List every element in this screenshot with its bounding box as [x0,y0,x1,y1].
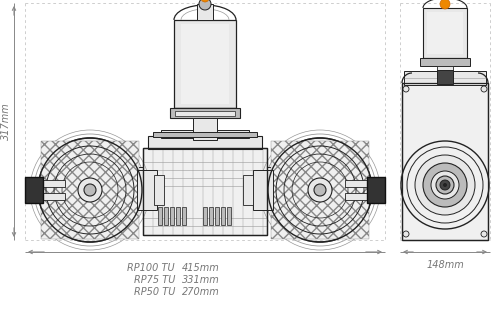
Bar [118,167,143,185]
Circle shape [481,231,487,237]
Bar [227,207,231,225]
Bar [158,207,162,225]
Text: 415mm: 415mm [182,263,220,273]
Bar [402,83,488,240]
Bar [253,170,273,210]
Text: 317mm: 317mm [1,103,11,140]
Bar [427,12,463,54]
Bar [437,66,453,78]
Bar [367,177,385,203]
Bar [161,130,249,138]
Circle shape [407,147,483,223]
Text: 270mm: 270mm [182,287,220,297]
Bar [143,148,267,235]
Text: 148mm: 148mm [426,260,464,270]
Text: RP75 TU: RP75 TU [134,275,175,285]
Text: RP100 TU: RP100 TU [128,263,175,273]
Circle shape [314,184,326,196]
Circle shape [403,231,409,237]
Bar [345,193,367,200]
Bar [174,20,236,108]
Circle shape [440,180,450,190]
Bar [215,207,219,225]
Bar [41,141,139,239]
Bar [182,207,186,225]
Bar [170,108,240,118]
Circle shape [201,0,209,2]
Circle shape [268,138,372,242]
Bar [170,207,174,225]
Bar [153,132,257,137]
Circle shape [481,86,487,92]
Circle shape [308,178,332,202]
Bar [423,8,467,58]
Text: RP50 TU: RP50 TU [134,287,175,297]
Bar [25,177,43,203]
Circle shape [38,138,142,242]
Bar [181,24,229,104]
Bar [402,83,488,240]
Circle shape [199,0,211,10]
Circle shape [431,171,459,199]
Bar [193,118,217,140]
Bar [271,141,369,239]
Bar [243,175,253,205]
Circle shape [84,184,96,196]
Bar [137,170,157,210]
Circle shape [78,178,102,202]
Bar [176,207,180,225]
Circle shape [403,86,409,92]
Bar [148,136,262,149]
Bar [143,148,267,235]
Bar [267,167,292,185]
Bar [209,207,213,225]
Circle shape [436,176,454,194]
Bar [404,71,486,85]
Bar [154,175,164,205]
Bar [437,70,453,84]
Bar [197,4,213,20]
Bar [420,58,470,66]
Text: 331mm: 331mm [182,275,220,285]
Circle shape [415,155,475,215]
Bar [203,207,207,225]
Circle shape [423,163,467,207]
Bar [43,180,65,187]
Circle shape [440,0,450,9]
Bar [345,180,367,187]
Circle shape [443,183,447,187]
Bar [175,111,235,116]
Bar [43,193,65,200]
Bar [164,207,168,225]
Circle shape [401,141,489,229]
Bar [221,207,225,225]
